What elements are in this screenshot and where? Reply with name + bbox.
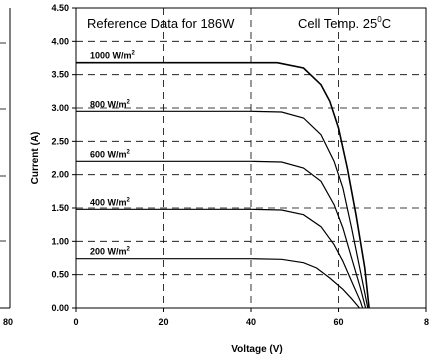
annotation-reference: Reference Data for 186W <box>87 16 235 31</box>
left-panel-fragment: 80 <box>0 8 13 327</box>
y-axis-label: Current (A) <box>30 132 41 185</box>
y-tick-label: 1.00 <box>51 236 69 246</box>
curve-label: 200 W/m2 <box>90 247 131 257</box>
series-curve <box>76 160 367 309</box>
y-tick-label: 4.00 <box>51 36 69 46</box>
y-tick-label: 0.00 <box>51 303 69 313</box>
curve-label: 1000 W/m2 <box>90 51 136 61</box>
curve-labels: 1000 W/m2 800 W/m2 600 W/m2 400 W/m2 200 W/m… <box>90 51 136 257</box>
left-fragment-tick-label: 80 <box>3 317 13 327</box>
x-tick-label: 0 <box>73 317 78 327</box>
y-tick-label: 3.00 <box>51 103 69 113</box>
curve-label: 400 W/m2 <box>90 197 131 207</box>
series-curve <box>76 208 364 309</box>
y-axis-ticks: 0.00 0.50 1.00 1.50 2.00 2.50 3.00 3.50 4.00 4.50 <box>51 3 76 313</box>
series-curve <box>76 110 369 309</box>
annotation-cell-temp: Cell Temp. 250C <box>298 15 391 31</box>
y-tick-label: 0.50 <box>51 270 69 280</box>
y-tick-label: 2.00 <box>51 170 69 180</box>
series-curve <box>76 61 370 309</box>
x-axis-ticks: 0 20 40 60 8 <box>73 308 429 327</box>
x-tick-label: 40 <box>246 317 256 327</box>
curve-label: 600 W/m2 <box>90 149 131 159</box>
y-tick-label: 3.50 <box>51 70 69 80</box>
x-axis-label: Voltage (V) <box>231 344 282 355</box>
x-tick-label: 20 <box>158 317 168 327</box>
x-tick-label: 8 <box>424 317 429 327</box>
y-tick-label: 2.50 <box>51 136 69 146</box>
y-tick-label: 4.50 <box>51 3 69 13</box>
x-tick-label: 60 <box>333 317 343 327</box>
curve-label: 800 W/m2 <box>90 99 131 109</box>
grid <box>76 8 426 308</box>
series-curves <box>76 61 370 309</box>
series-curve <box>76 258 360 309</box>
y-tick-label: 1.50 <box>51 203 69 213</box>
